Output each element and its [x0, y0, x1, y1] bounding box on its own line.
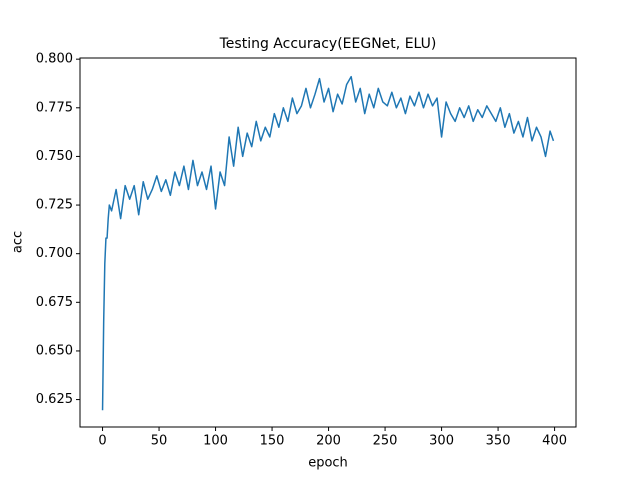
y-tick-label: 0.675 [36, 295, 73, 310]
x-tick-label: 300 [429, 434, 454, 449]
y-tick-label: 0.700 [36, 246, 73, 261]
y-tick-label: 0.800 [36, 52, 73, 67]
x-tick-label: 350 [486, 434, 511, 449]
axes-frame [79, 57, 577, 428]
y-axis-label: acc [11, 231, 26, 253]
y-tick-label: 0.625 [36, 392, 73, 407]
y-tick-label: 0.750 [36, 149, 73, 164]
x-tick-label: 50 [151, 434, 168, 449]
x-tick-label: 400 [542, 434, 567, 449]
x-tick-label: 100 [203, 434, 228, 449]
chart-title: Testing Accuracy(EEGNet, ELU) [219, 36, 437, 52]
x-tick-label: 200 [316, 434, 341, 449]
y-tick-label: 0.775 [36, 100, 73, 115]
x-tick-label: 250 [373, 434, 398, 449]
data-line [101, 75, 555, 411]
y-tick-label: 0.650 [36, 343, 73, 358]
x-tick-label: 0 [98, 434, 106, 449]
x-tick-label: 150 [260, 434, 285, 449]
x-axis-label: epoch [308, 456, 348, 471]
y-tick-label: 0.725 [36, 198, 73, 213]
